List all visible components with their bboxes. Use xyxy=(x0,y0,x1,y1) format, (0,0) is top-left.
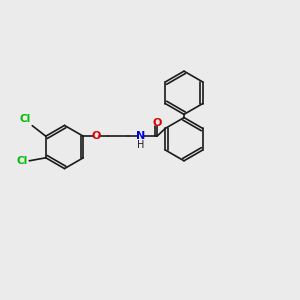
Text: H: H xyxy=(137,140,144,150)
Text: O: O xyxy=(91,131,101,141)
Text: Cl: Cl xyxy=(16,156,28,166)
Text: N: N xyxy=(136,131,145,141)
Text: O: O xyxy=(152,118,162,128)
Text: Cl: Cl xyxy=(20,114,31,124)
